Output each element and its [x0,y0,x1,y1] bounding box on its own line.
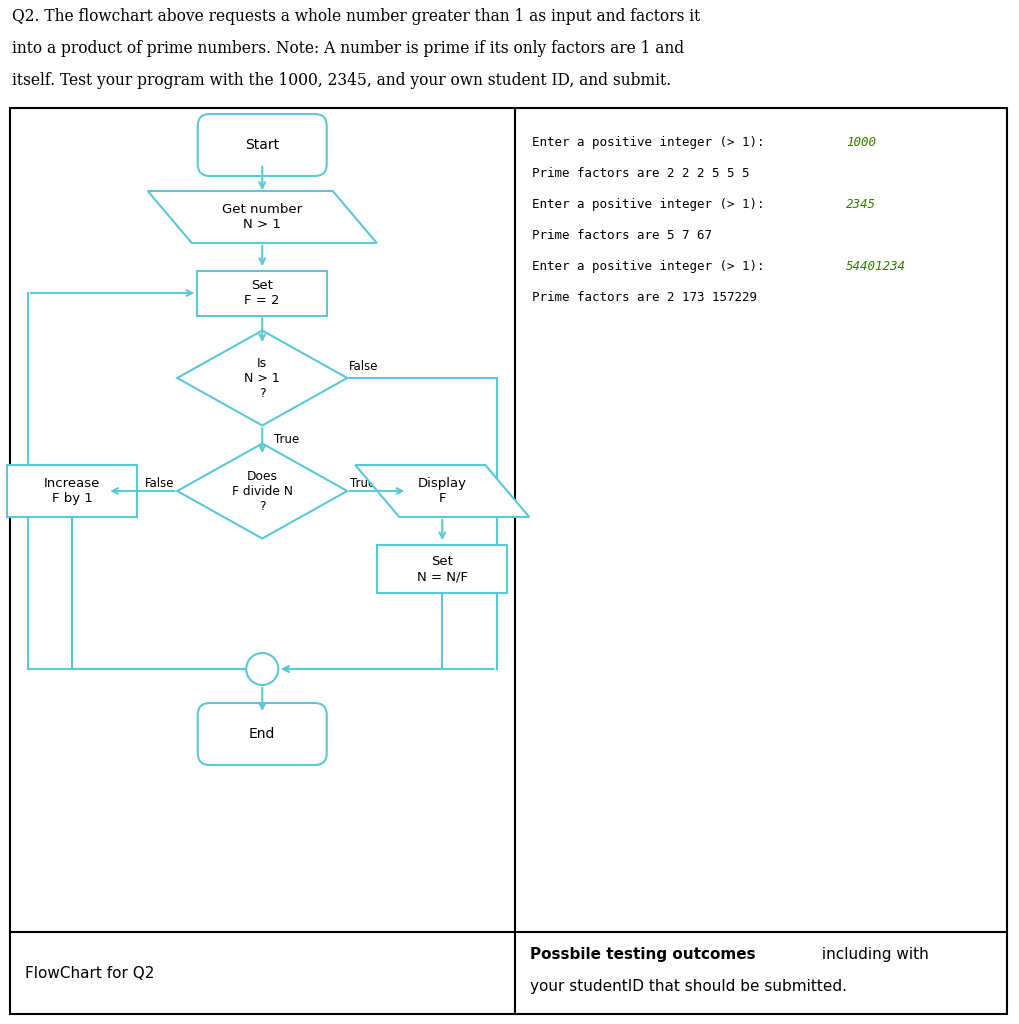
Text: Prime factors are 5 7 67: Prime factors are 5 7 67 [533,229,712,242]
Polygon shape [177,443,347,539]
Text: 2345: 2345 [846,198,876,211]
Text: Prime factors are 2 2 2 5 5 5: Prime factors are 2 2 2 5 5 5 [533,167,750,180]
Polygon shape [177,331,347,426]
Text: your studentID that should be submitted.: your studentID that should be submitted. [530,979,847,994]
Text: Does
F divide N
?: Does F divide N ? [231,469,292,512]
Text: Q2. The flowchart above requests a whole number greater than 1 as input and fact: Q2. The flowchart above requests a whole… [12,8,700,25]
Text: False: False [145,476,174,489]
Text: Increase
F by 1: Increase F by 1 [44,477,101,505]
Text: Possbile testing outcomes: Possbile testing outcomes [530,947,755,962]
Text: True: True [274,433,300,446]
Text: Display
F: Display F [418,477,467,505]
Text: including with: including with [817,947,928,962]
Text: into a product of prime numbers. Note: A number is prime if its only factors are: into a product of prime numbers. Note: A… [12,40,684,57]
FancyBboxPatch shape [198,114,327,176]
Text: 54401234: 54401234 [846,260,906,273]
Text: Enter a positive integer (> 1):: Enter a positive integer (> 1): [533,136,772,150]
Text: Is
N > 1
?: Is N > 1 ? [245,356,280,399]
Text: 1000: 1000 [846,136,876,150]
Bar [10,108,1007,1014]
Text: Enter a positive integer (> 1):: Enter a positive integer (> 1): [533,260,772,273]
Text: End: End [249,727,275,741]
Polygon shape [148,191,377,243]
Text: Set
N = N/F: Set N = N/F [417,555,468,583]
Polygon shape [356,465,529,517]
Text: FlowChart for Q2: FlowChart for Q2 [25,966,154,981]
Text: Get number
N > 1: Get number N > 1 [222,203,303,231]
FancyBboxPatch shape [198,270,327,315]
Text: False: False [350,359,379,373]
FancyBboxPatch shape [377,545,507,593]
Circle shape [247,653,278,685]
Text: Set
F = 2: Set F = 2 [245,279,280,307]
Text: Prime factors are 2 173 157229: Prime factors are 2 173 157229 [533,291,757,304]
Text: Enter a positive integer (> 1):: Enter a positive integer (> 1): [533,198,772,211]
Text: True: True [351,476,375,489]
Text: Start: Start [246,138,279,152]
FancyBboxPatch shape [198,703,327,765]
Text: itself. Test your program with the 1000, 2345, and your own student ID, and subm: itself. Test your program with the 1000,… [12,72,672,89]
FancyBboxPatch shape [7,465,138,517]
